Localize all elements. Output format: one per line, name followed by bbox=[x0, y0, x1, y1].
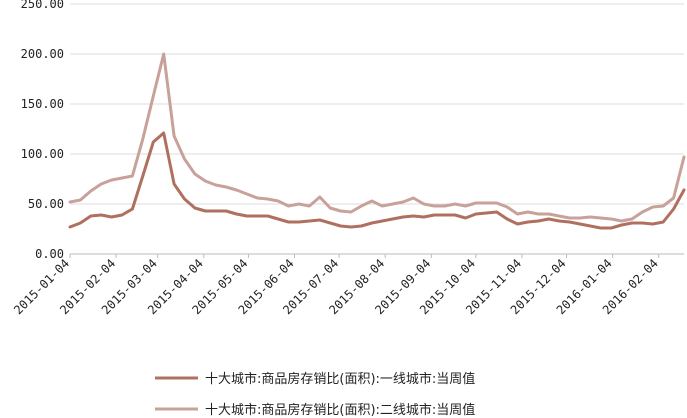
legend-label-1: 十大城市:商品房存销比(面积):一线城市:当周值 bbox=[205, 371, 475, 387]
y-tick-label: 100.00 bbox=[21, 147, 64, 161]
series-line-2 bbox=[68, 52, 686, 223]
series-lines bbox=[68, 52, 686, 230]
gridlines bbox=[70, 3, 684, 205]
series-line-1 bbox=[68, 131, 686, 230]
y-tick-label: 200.00 bbox=[21, 47, 64, 61]
y-tick-label: 150.00 bbox=[21, 97, 64, 111]
y-tick-label: 0.00 bbox=[35, 247, 64, 261]
x-axis-tick-labels: 2015-01-042015-02-042015-03-042015-04-04… bbox=[11, 254, 661, 317]
y-tick-label: 50.00 bbox=[28, 197, 64, 211]
y-tick-label: 250.00 bbox=[21, 0, 64, 11]
legend-label-2: 十大城市:商品房存销比(面积):二线城市:当周值 bbox=[205, 402, 475, 418]
y-axis-tick-labels: 0.00 50.00 100.00 150.00 200.00 250.00 bbox=[21, 0, 64, 261]
legend: 十大城市:商品房存销比(面积):一线城市:当周值十大城市:商品房存销比(面积):… bbox=[155, 371, 475, 418]
